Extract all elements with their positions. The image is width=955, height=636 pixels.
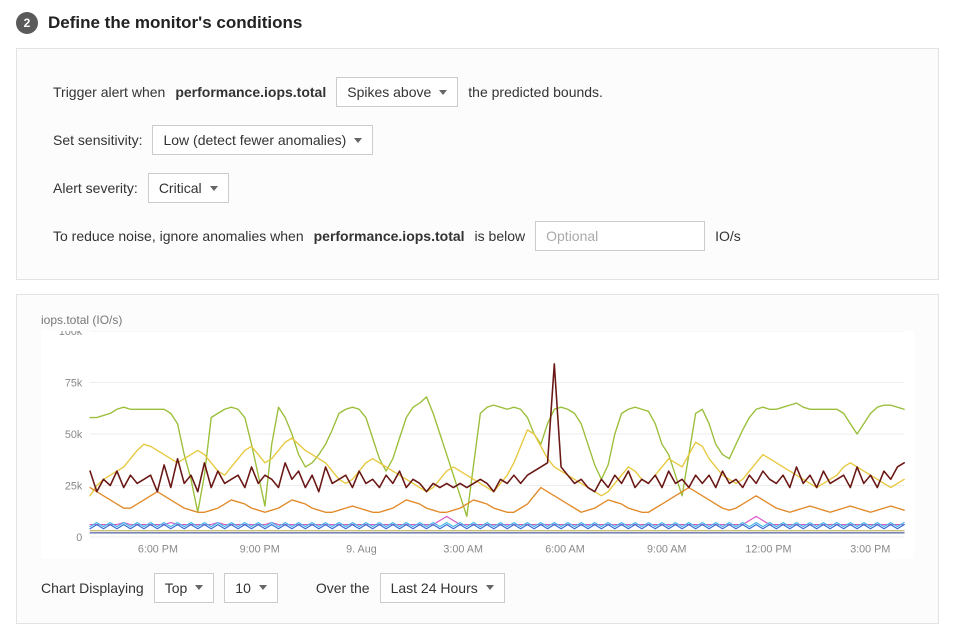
svg-text:3:00 AM: 3:00 AM xyxy=(443,544,483,556)
svg-text:6:00 AM: 6:00 AM xyxy=(545,544,585,556)
section-title: Define the monitor's conditions xyxy=(48,13,302,33)
count-select[interactable]: 10 xyxy=(224,573,278,603)
trigger-metric: performance.iops.total xyxy=(175,84,326,100)
svg-text:6:00 PM: 6:00 PM xyxy=(138,544,178,556)
noise-row: To reduce noise, ignore anomalies when p… xyxy=(53,221,902,251)
section-header: 2 Define the monitor's conditions xyxy=(16,12,939,34)
chart-panel: iops.total (IO/s) 0 25k 50k 75k 100k 6:00 PM 9… xyxy=(16,294,939,624)
severity-select[interactable]: Critical xyxy=(148,173,229,203)
severity-value: Critical xyxy=(159,180,202,196)
step-number-badge: 2 xyxy=(16,12,38,34)
sensitivity-select[interactable]: Low (detect fewer anomalies) xyxy=(152,125,373,155)
svg-text:3:00 PM: 3:00 PM xyxy=(850,544,890,556)
iops-chart: 0 25k 50k 75k 100k 6:00 PM 9:00 PM 9. Aug 3:00 A… xyxy=(41,331,914,559)
svg-text:9:00 AM: 9:00 AM xyxy=(647,544,687,556)
svg-text:9:00 PM: 9:00 PM xyxy=(240,544,280,556)
chevron-down-icon xyxy=(439,90,447,95)
chart-bottom-controls: Chart Displaying Top 10 Over the Last 24… xyxy=(41,573,914,603)
svg-text:50k: 50k xyxy=(65,429,83,441)
trigger-prefix: Trigger alert when xyxy=(53,84,165,100)
sensitivity-row: Set sensitivity: Low (detect fewer anoma… xyxy=(53,125,902,155)
chevron-down-icon xyxy=(259,585,267,590)
svg-text:25k: 25k xyxy=(65,480,83,492)
noise-threshold-input[interactable] xyxy=(535,221,705,251)
chevron-down-icon xyxy=(354,138,362,143)
sensitivity-label: Set sensitivity: xyxy=(53,132,142,148)
displaying-label: Chart Displaying xyxy=(41,580,144,596)
trigger-direction-value: Spikes above xyxy=(347,84,431,100)
rank-select[interactable]: Top xyxy=(154,573,215,603)
trigger-suffix: the predicted bounds. xyxy=(468,84,603,100)
range-value: Last 24 Hours xyxy=(391,580,478,596)
count-value: 10 xyxy=(235,580,251,596)
chart-y-title: iops.total (IO/s) xyxy=(41,313,914,327)
svg-text:0: 0 xyxy=(76,532,82,544)
noise-metric: performance.iops.total xyxy=(314,228,465,244)
chevron-down-icon xyxy=(486,585,494,590)
trigger-direction-select[interactable]: Spikes above xyxy=(336,77,458,107)
noise-unit: IO/s xyxy=(715,228,741,244)
svg-text:12:00 PM: 12:00 PM xyxy=(745,544,791,556)
noise-prefix: To reduce noise, ignore anomalies when xyxy=(53,228,304,244)
svg-text:75k: 75k xyxy=(65,377,83,389)
sensitivity-value: Low (detect fewer anomalies) xyxy=(163,132,346,148)
severity-label: Alert severity: xyxy=(53,180,138,196)
svg-text:9. Aug: 9. Aug xyxy=(346,544,377,556)
noise-mid: is below xyxy=(475,228,526,244)
severity-row: Alert severity: Critical xyxy=(53,173,902,203)
over-label: Over the xyxy=(316,580,370,596)
conditions-panel: Trigger alert when performance.iops.tota… xyxy=(16,48,939,280)
trigger-row: Trigger alert when performance.iops.tota… xyxy=(53,77,902,107)
rank-value: Top xyxy=(165,580,188,596)
range-select[interactable]: Last 24 Hours xyxy=(380,573,505,603)
svg-text:100k: 100k xyxy=(59,331,83,338)
chart-area: 0 25k 50k 75k 100k 6:00 PM 9:00 PM 9. Aug 3:00 A… xyxy=(41,331,914,559)
chevron-down-icon xyxy=(210,186,218,191)
chevron-down-icon xyxy=(195,585,203,590)
